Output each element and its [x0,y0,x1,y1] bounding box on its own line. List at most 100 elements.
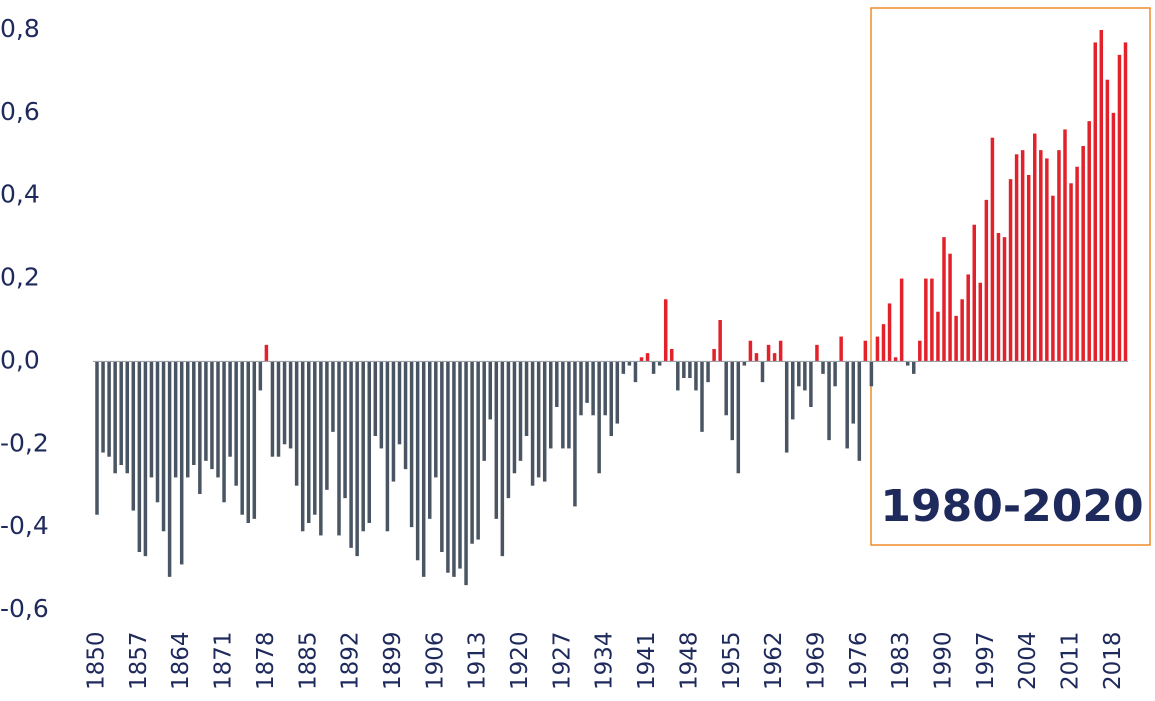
x-tick-label: 1920 [507,631,533,690]
x-tick-label: 1934 [592,631,618,690]
bar [1069,183,1073,362]
bar [996,233,1001,362]
bar [924,278,928,362]
bar [1123,42,1128,362]
y-tick-label: 0,2 [0,263,40,292]
x-tick-label: 1892 [338,631,364,690]
bar [954,315,958,362]
bar [179,361,184,565]
bar [784,361,789,453]
bar [742,361,747,366]
bar [918,340,922,362]
bar [791,361,795,420]
bar [198,361,202,494]
bar [881,324,886,362]
bar [101,361,105,453]
bar [869,361,874,387]
bar [143,361,148,557]
bar [851,361,855,424]
x-tick-label: 1927 [549,631,575,690]
bar [258,361,263,391]
bar [518,361,523,461]
x-tick-label: 1878 [253,631,279,690]
bar [730,361,734,441]
x-tick-label: 1997 [973,631,999,690]
bar [107,361,111,457]
bar [125,361,129,474]
x-tick-label: 1969 [803,631,829,690]
bar [639,357,644,362]
bar [331,361,335,432]
bar [567,361,571,449]
bar [434,361,438,478]
bar [615,361,620,424]
bar [676,361,680,391]
bar [899,278,904,362]
bar [942,237,946,362]
bar [95,361,99,515]
y-tick-label: 0,0 [0,345,40,374]
bar [421,361,426,577]
bar [173,361,178,478]
bar [440,361,444,552]
x-tick-label: 1990 [931,631,957,690]
bar [1051,195,1055,362]
bar [319,361,323,536]
bar [778,340,783,362]
bar [803,361,807,391]
bar [307,361,311,523]
y-tick-label: -0,6 [0,594,49,623]
bar [1105,79,1110,362]
bar [887,303,892,362]
bar [524,361,529,436]
bar [409,361,414,528]
bar [573,361,577,507]
bar [476,361,480,540]
bar [591,361,595,416]
bar [905,361,910,366]
bar [1093,42,1097,362]
bar [712,349,716,362]
x-tick-label: 1906 [422,631,448,690]
bar [845,361,849,449]
y-tick-label: 0,6 [0,97,40,126]
bar [373,361,378,436]
bar [482,361,486,461]
bar [1057,150,1061,362]
x-tick-label: 1871 [211,631,237,690]
x-tick-label: 1976 [846,631,872,690]
bar [343,361,347,499]
bar [1081,146,1085,362]
bar [760,361,765,383]
x-tick-label: 2011 [1058,631,1084,690]
bar [210,361,214,470]
bar [797,361,801,387]
bar [186,361,190,478]
bar [403,361,408,470]
bar [234,361,238,486]
bar [555,361,559,407]
bar [246,361,250,523]
bar [379,361,384,449]
bar [276,361,281,457]
bar [222,361,226,503]
x-tick-label: 1850 [84,631,110,690]
bar [603,361,607,416]
bar [204,361,208,461]
x-tick-label: 1885 [295,631,321,690]
bar [1087,121,1091,362]
bar [863,340,868,362]
bar [936,311,940,362]
bar [984,199,989,362]
x-tick-label: 2018 [1100,631,1126,690]
bar [155,361,160,503]
bar [1033,133,1037,362]
bar [657,361,662,366]
bar [488,361,492,420]
bar [464,361,468,586]
bar [609,361,613,436]
y-tick-label: -0,4 [0,511,49,540]
y-tick-label: 0,8 [0,14,40,43]
x-tick-label: 2004 [1015,631,1041,690]
